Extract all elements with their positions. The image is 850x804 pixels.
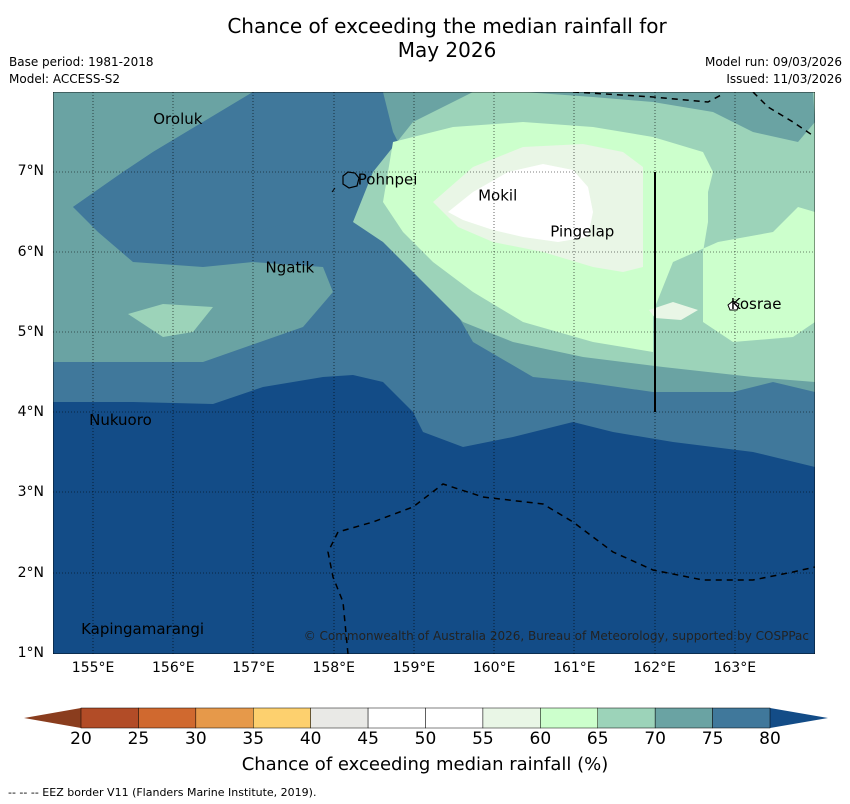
colorbar-label: Chance of exceeding median rainfall (%): [241, 754, 609, 775]
colorbar-tick-label: 65: [586, 729, 609, 749]
copyright-credit: © Commonwealth of Australia 2026, Bureau…: [304, 629, 809, 643]
colorbar-extend-high: [770, 708, 828, 728]
contour-band-65-70-west: [53, 92, 333, 362]
colorbar-tick-label: 40: [299, 729, 322, 749]
colorbar-segment: [310, 707, 369, 729]
colorbar-tick-label: 20: [70, 729, 92, 749]
y-tick-label: 3°N: [17, 484, 44, 501]
issued-date: Issued: 11/03/2026: [726, 72, 842, 86]
colorbar-tick-label: 55: [472, 729, 494, 749]
colorbar-tick-label: 50: [414, 729, 437, 749]
x-tick-label: 156°E: [152, 660, 195, 676]
contour-band-45-50: [448, 164, 593, 242]
colorbar-segment: [712, 707, 771, 729]
x-tick-label: 162°E: [633, 660, 676, 676]
pohnpei-reef-mark: [331, 187, 336, 193]
kosrae-island: [727, 300, 740, 311]
model-name: Model: ACCESS-S2: [9, 72, 121, 86]
colorbar-segment: [138, 707, 197, 729]
base-period: Base period: 1981-2018: [9, 55, 154, 69]
y-tick-label: 7°N: [17, 163, 44, 180]
x-tick-label: 161°E: [553, 660, 596, 676]
title-line-2: May 2026: [397, 38, 497, 62]
model-run: Model run: 09/03/2026: [704, 55, 842, 69]
place-label-pohnpei: Pohnpei: [358, 170, 418, 188]
place-label-oroluk: Oroluk: [153, 110, 202, 128]
colorbar-segment: [540, 707, 598, 729]
colorbar-segment: [425, 707, 484, 729]
meta-right: Model run: 09/03/2026 Issued: 11/03/2026: [705, 54, 842, 88]
x-tick-label: 159°E: [392, 660, 436, 676]
pohnpei-island: [342, 171, 360, 189]
colorbar-tick-label: 60: [529, 729, 552, 749]
colorbar-segment: [80, 707, 139, 729]
colorbar-segment: [597, 707, 656, 729]
place-label-nukuoro: Nukuoro: [89, 411, 152, 429]
chart-title: Chance of exceeding the median rainfall …: [0, 14, 850, 62]
y-tick-label: 5°N: [17, 323, 44, 340]
contour-band-50-55-small: [649, 302, 698, 320]
x-tick-label: 155°E: [71, 660, 115, 676]
colorbar-tick-label: 25: [127, 729, 150, 749]
colorbar-tick-label: 45: [357, 729, 379, 749]
colorbar-segment: [367, 707, 426, 729]
colorbar-segment: [253, 707, 311, 729]
colorbar-extend-low: [24, 708, 81, 728]
eez-legend-note: -- -- -- EEZ border V11 (Flanders Marine…: [8, 786, 317, 799]
colorbar: [24, 707, 828, 729]
y-tick-label: 2°N: [17, 564, 44, 581]
place-label-pingelap: Pingelap: [550, 223, 614, 241]
contour-band-70-75-west: [73, 92, 328, 232]
x-tick-label: 157°E: [232, 660, 275, 676]
title-line-1: Chance of exceeding the median rainfall …: [227, 14, 667, 38]
x-tick-label: 158°E: [312, 660, 356, 676]
colorbar-segment: [482, 707, 541, 729]
y-tick-label: 4°N: [17, 404, 44, 421]
meta-left: Base period: 1981-2018 Model: ACCESS-S2: [9, 54, 154, 88]
colorbar-segment: [195, 707, 254, 729]
colorbar-segment: [654, 707, 713, 729]
colorbar-tick-label: 80: [759, 729, 781, 749]
contour-band-60-65-small: [128, 304, 213, 337]
rainfall-map: Oroluk Pohnpei Ngatik Mokil Pingelap Kosrae Nu…: [53, 92, 815, 654]
colorbar-tick-label: 30: [185, 729, 207, 749]
place-label-kosrae: Kosrae: [731, 295, 782, 313]
x-tick-label: 163°E: [713, 660, 757, 676]
x-tick-label: 160°E: [472, 660, 516, 676]
colorbar-tick-label: 35: [242, 729, 265, 749]
place-label-ngatik: Ngatik: [266, 259, 315, 277]
colorbar-tick-label: 75: [701, 729, 724, 749]
eez-border: [327, 92, 815, 654]
colorbar-tick-label: 70: [644, 729, 666, 749]
y-tick-label: 1°N: [17, 645, 44, 661]
y-tick-label: 6°N: [17, 243, 44, 260]
contour-band-75-plus: [53, 375, 815, 654]
place-label-kapingamarangi: Kapingamarangi: [81, 620, 204, 638]
place-labels: Oroluk Pohnpei Ngatik Mokil Pingelap Kosrae Nu…: [81, 110, 781, 638]
place-label-mokil: Mokil: [478, 186, 517, 204]
